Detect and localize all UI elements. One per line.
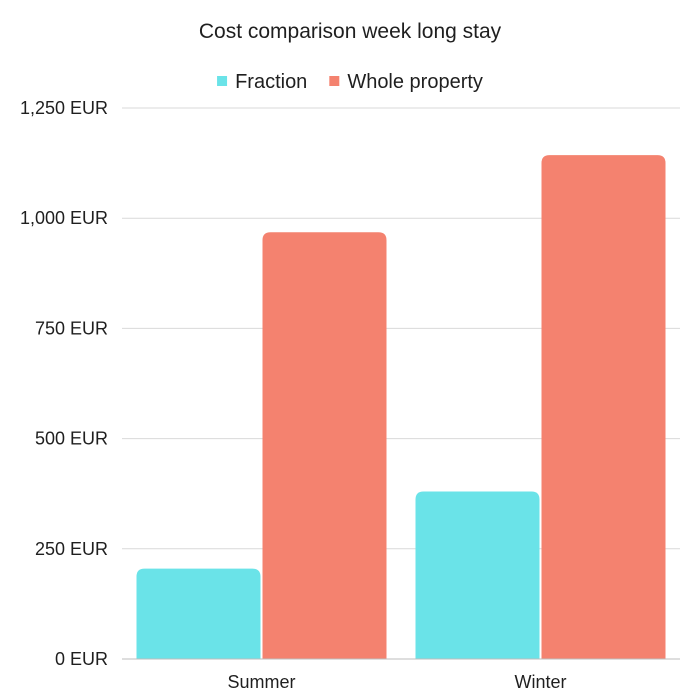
- legend-label: Whole property: [347, 71, 483, 93]
- y-axis: 0 EUR 250 EUR 500 EUR 750 EUR 1,000 EUR 1,250…: [20, 98, 108, 669]
- legend-label: Fraction: [235, 71, 307, 93]
- y-tick-label: 0 EUR: [55, 649, 108, 669]
- legend-item: Fraction: [217, 71, 307, 93]
- x-tick-label: Summer: [227, 672, 295, 692]
- legend: Fraction Whole property: [217, 71, 483, 93]
- bar-whole-property-summer: [262, 232, 387, 659]
- x-axis: Summer Winter: [227, 672, 566, 692]
- legend-item: Whole property: [329, 71, 483, 93]
- bar-fraction-summer: [136, 568, 261, 659]
- chart-title: Cost comparison week long stay: [199, 20, 502, 43]
- y-tick-label: 1,000 EUR: [20, 208, 108, 228]
- y-tick-label: 500 EUR: [35, 429, 108, 449]
- y-tick-label: 1,250 EUR: [20, 98, 108, 118]
- legend-swatch: [217, 76, 228, 86]
- y-tick-label: 250 EUR: [35, 539, 108, 559]
- legend-swatch: [329, 76, 340, 86]
- x-tick-label: Winter: [514, 672, 566, 692]
- bar-fraction-winter: [415, 491, 540, 659]
- y-tick-label: 750 EUR: [35, 318, 108, 338]
- bars: [136, 155, 666, 660]
- bar-whole-property-winter: [541, 155, 666, 660]
